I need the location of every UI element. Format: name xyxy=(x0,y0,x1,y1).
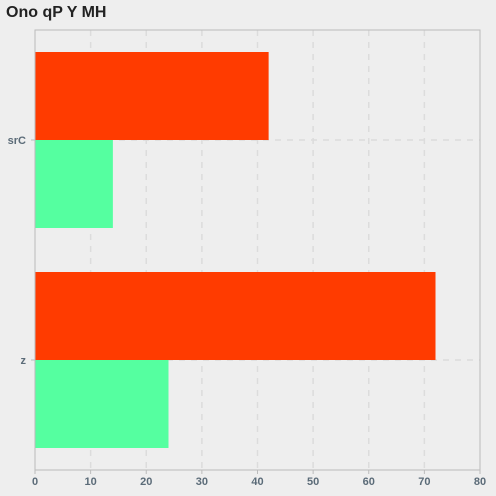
x-tick-label: 50 xyxy=(307,476,319,488)
bar xyxy=(35,360,169,448)
y-tick-label: srC xyxy=(8,135,26,147)
bar xyxy=(35,140,113,228)
x-tick-label: 40 xyxy=(251,476,263,488)
x-tick-label: 20 xyxy=(140,476,152,488)
x-tick-label: 0 xyxy=(32,476,38,488)
bar xyxy=(35,272,436,360)
x-tick-label: 10 xyxy=(85,476,97,488)
x-tick-label: 30 xyxy=(196,476,208,488)
x-tick-label: 80 xyxy=(474,476,486,488)
x-tick-label: 60 xyxy=(363,476,375,488)
y-tick-label: z xyxy=(21,355,27,367)
x-tick-label: 70 xyxy=(418,476,430,488)
chart-title: Ono qP Y MH xyxy=(6,4,107,21)
plot-frame xyxy=(34,29,481,471)
bar xyxy=(35,52,269,140)
